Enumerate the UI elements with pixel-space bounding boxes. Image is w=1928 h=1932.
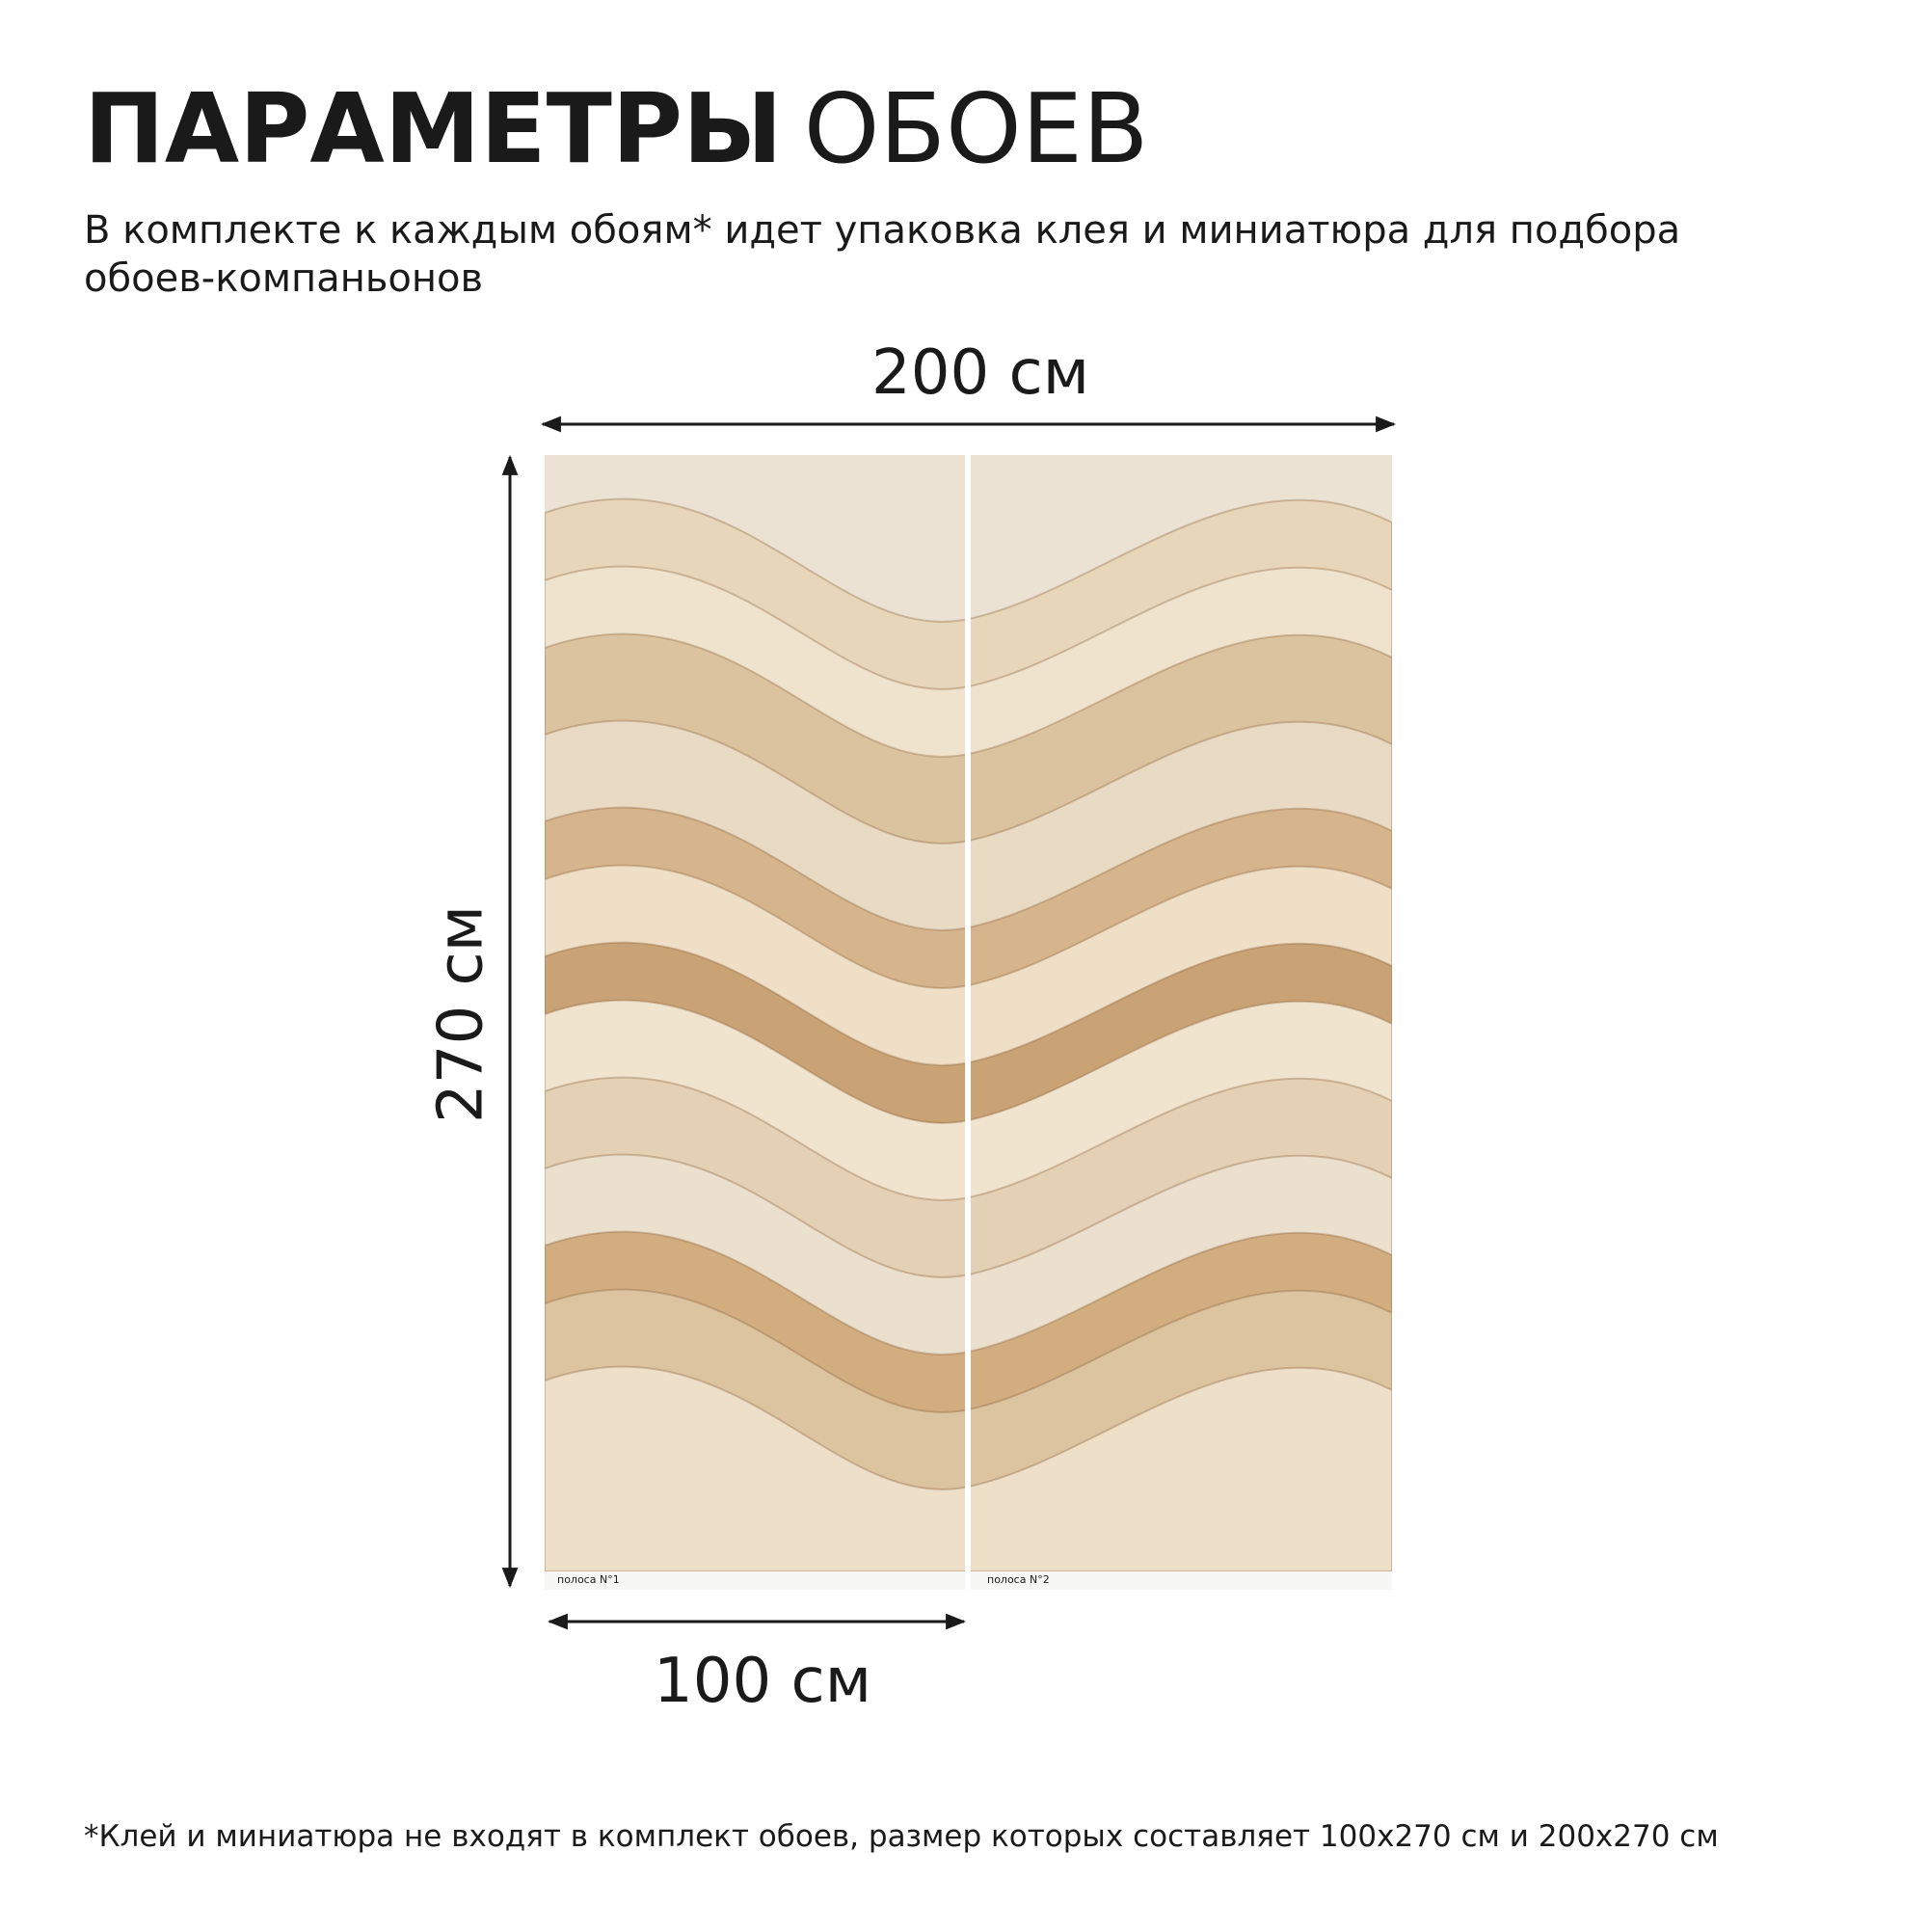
subtitle: В комплекте к каждым обоям* идет упаковк… xyxy=(84,208,1680,253)
height-label: 270 см xyxy=(426,905,497,1123)
wallpaper-image: полоса N°1 полоса N°2 xyxy=(545,455,1392,1590)
strip-label: полоса N°1 xyxy=(557,1573,620,1586)
strip-width-label: 100 см xyxy=(654,1646,871,1717)
width-label: 200 см xyxy=(871,337,1089,409)
subtitle: обоев-компаньонов xyxy=(84,256,483,301)
title: ПАРАМЕТРЫ ОБОЕВ xyxy=(84,72,1149,185)
strip-label: полоса N°2 xyxy=(987,1573,1050,1586)
footnote: *Клей и миниатюра не входят в комплект о… xyxy=(84,1819,1719,1854)
title-regular: ОБОЕВ xyxy=(804,72,1149,185)
title-bold: ПАРАМЕТРЫ xyxy=(84,72,783,185)
strip-divider xyxy=(965,455,971,1590)
